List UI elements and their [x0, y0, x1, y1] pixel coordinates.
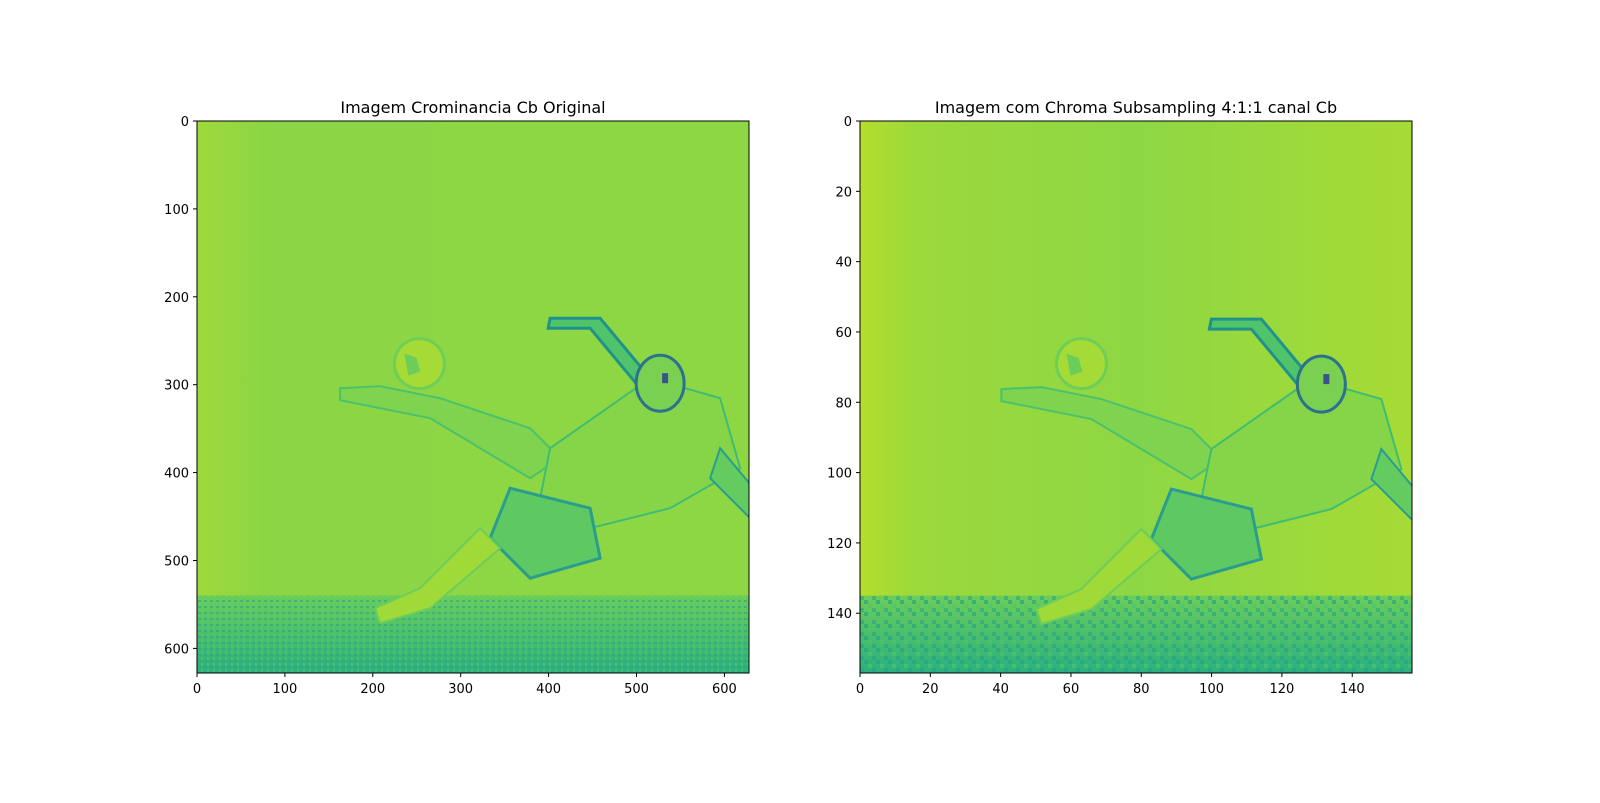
x-tick-label: 40	[992, 682, 1009, 697]
x-tick-label: 200	[360, 682, 385, 697]
y-tick-label: 400	[164, 467, 189, 482]
x-tick-label: 140	[1340, 682, 1365, 697]
x-tick-label: 600	[712, 682, 737, 697]
chart-title: Imagem com Chroma Subsampling 4:1:1 cana…	[935, 98, 1337, 117]
y-tick-label: 300	[164, 379, 189, 394]
ball-patch	[1066, 353, 1083, 376]
axes-frame	[859, 120, 1413, 674]
player-eye-mark	[662, 373, 669, 384]
x-tick-label: 100	[1199, 682, 1224, 697]
y-tick-label: 140	[827, 607, 852, 622]
player-shorts	[488, 486, 602, 580]
axes-frame	[196, 120, 750, 674]
y-tick-label: 200	[164, 291, 189, 306]
player-lower-leg	[1035, 527, 1163, 626]
x-tick-label: 400	[536, 682, 561, 697]
y-tick-label: 100	[827, 467, 852, 482]
player-eye-mark	[1323, 374, 1330, 385]
player-head	[1295, 354, 1347, 414]
y-tick-label: 40	[835, 256, 852, 271]
y-tick-label: 0	[844, 115, 852, 130]
y-tick-label: 60	[835, 326, 852, 341]
chart-title: Imagem Crominancia Cb Original	[340, 98, 605, 117]
x-tick-label: 120	[1269, 682, 1294, 697]
x-tick-label: 20	[922, 682, 939, 697]
grass-texture	[197, 595, 749, 673]
ball-mark	[392, 337, 446, 391]
y-tick-label: 80	[835, 396, 852, 411]
y-tick-label: 600	[164, 642, 189, 657]
y-tick-label: 0	[181, 115, 189, 130]
y-tick-label: 120	[827, 537, 852, 552]
x-tick-label: 60	[1063, 682, 1080, 697]
y-tick-label: 500	[164, 554, 189, 569]
x-tick-label: 300	[448, 682, 473, 697]
x-tick-label: 80	[1133, 682, 1150, 697]
player-lower-leg	[373, 526, 502, 625]
player-shorts	[1149, 487, 1264, 581]
player-head	[634, 353, 686, 413]
player-extended-arm	[1370, 447, 1412, 522]
image-content	[860, 121, 1412, 673]
x-tick-label: 0	[856, 682, 864, 697]
x-tick-label: 0	[193, 682, 201, 697]
image-panel-1: Imagem Crominancia Cb Original 0 100 200 300…	[164, 98, 750, 697]
y-tick-label: 100	[164, 203, 189, 218]
image-panel-2: Imagem com Chroma Subsampling 4:1:1 cana…	[827, 98, 1413, 697]
y-tick-label: 20	[835, 185, 852, 200]
image-content	[197, 121, 749, 673]
player-extended-arm	[708, 446, 749, 519]
grass-texture	[860, 595, 1412, 673]
x-tick-label: 100	[272, 682, 297, 697]
ball-patch	[404, 353, 421, 376]
x-tick-label: 500	[624, 682, 649, 697]
ball-mark	[1055, 337, 1109, 391]
